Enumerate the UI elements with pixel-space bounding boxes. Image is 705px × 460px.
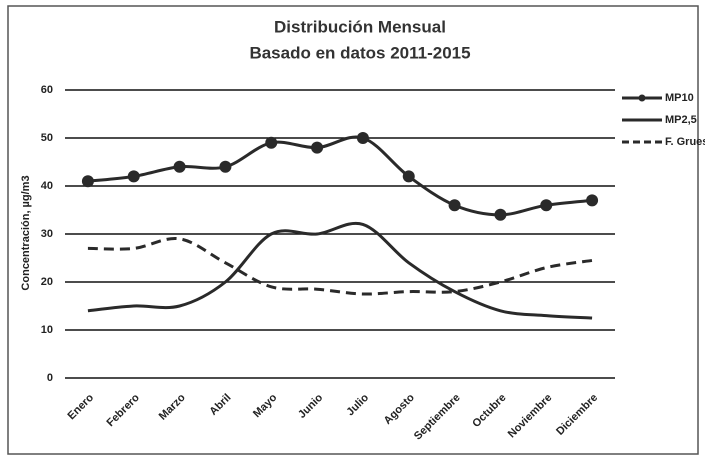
marker <box>448 199 461 212</box>
marker <box>356 132 369 144</box>
frame <box>7 5 699 455</box>
y-tick-label: 0 <box>47 372 53 384</box>
marker <box>311 141 324 154</box>
y-tick-label: 20 <box>41 276 53 288</box>
x-tick-label: Septiembre <box>412 392 463 443</box>
series-line <box>87 221 593 320</box>
y-tick-label: 10 <box>41 324 53 336</box>
x-tick-label: Abril <box>207 392 233 418</box>
marker <box>494 208 507 221</box>
legend-marker <box>638 94 646 102</box>
legend-label: MP2,5 <box>665 114 697 126</box>
series-line <box>87 236 593 296</box>
x-tick-label: Marzo <box>157 391 188 422</box>
x-tick-label: Octubre <box>470 392 508 430</box>
x-tick-label: Enero <box>66 392 97 423</box>
marker <box>586 194 599 207</box>
marker <box>402 170 415 183</box>
marker <box>173 160 186 173</box>
marker <box>81 175 94 188</box>
y-tick-label: 30 <box>41 228 53 240</box>
series-line <box>87 135 593 217</box>
y-tick-label: 60 <box>41 84 53 96</box>
marker <box>127 170 140 183</box>
y-tick-label: 50 <box>41 132 53 144</box>
marker <box>219 160 232 173</box>
legend-label: MP10 <box>665 92 694 104</box>
y-tick-label: 40 <box>41 180 53 192</box>
y-axis-label: Concentración, µg/m3 <box>20 175 32 290</box>
chart-title: Distribución Mensual <box>274 17 446 36</box>
x-tick-label: Julio <box>344 391 371 418</box>
marker <box>540 199 553 212</box>
x-tick-label: Diciembre <box>554 392 600 438</box>
x-tick-label: Junio <box>296 392 325 421</box>
marker <box>265 136 278 149</box>
x-tick-label: Mayo <box>251 391 280 420</box>
x-tick-label: Febrero <box>104 392 142 430</box>
x-tick-label: Agosto <box>382 391 417 426</box>
chart-subtitle: Basado en datos 2011-2015 <box>249 43 470 62</box>
x-tick-label: Noviembre <box>506 392 555 441</box>
legend-label: F. Grues <box>665 136 705 148</box>
